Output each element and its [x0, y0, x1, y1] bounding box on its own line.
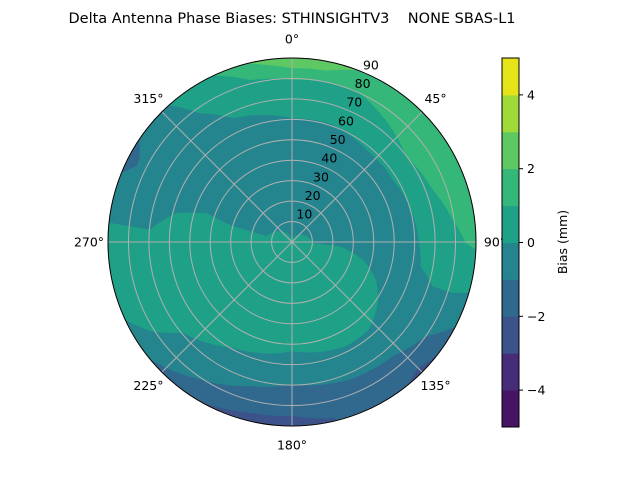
r-tick-label: 90	[363, 57, 379, 72]
r-tick-label: 80	[355, 76, 371, 91]
theta-tick-label: 45°	[424, 91, 446, 106]
polar-plot-area: 0° 45° 90° 135° 180° 225° 270° 315° 10 20 30 40 50 6…	[74, 32, 506, 453]
theta-tick-label: 225°	[133, 378, 163, 393]
colorbar-band	[502, 353, 519, 391]
r-tick-label: 70	[346, 95, 362, 110]
colorbar-tick-label: 4	[527, 87, 535, 102]
colorbar-band	[502, 131, 519, 170]
theta-tick-label: 180°	[277, 438, 307, 453]
theta-tick-label: 0°	[285, 32, 299, 47]
r-tick-label: 40	[321, 151, 337, 166]
theta-grid-line	[291, 111, 423, 243]
colorbar-band	[502, 168, 519, 207]
r-tick-labels: 10 20 30 40 50 60 70 80 90	[296, 57, 378, 221]
contour-region	[246, 58, 358, 71]
r-tick-label: 20	[305, 188, 321, 203]
r-tick-label: 10	[296, 207, 312, 222]
colorbar-label: Bias (mm)	[555, 210, 570, 274]
contour-regions	[109, 58, 476, 426]
colorbar-band	[502, 58, 519, 96]
theta-grid-line	[291, 241, 423, 373]
colorbar: −4 −2 0 2 4	[501, 57, 545, 428]
colorbar-tick-label: 0	[527, 235, 535, 250]
theta-tick-label: 90°	[484, 235, 506, 250]
theta-grid-line	[161, 111, 293, 243]
contour-region	[200, 401, 340, 426]
colorbar-band	[502, 242, 519, 280]
colorbar-band	[502, 390, 519, 428]
contour-region	[121, 139, 140, 174]
theta-grid-line	[161, 241, 293, 373]
colorbar-band	[502, 316, 519, 354]
colorbar-tick-label: 2	[527, 161, 535, 176]
theta-tick-label: 315°	[133, 91, 163, 106]
polar-outline	[107, 57, 477, 427]
colorbar-band	[502, 279, 519, 317]
r-tick-label: 50	[330, 132, 346, 147]
polar-grid	[107, 57, 477, 427]
contour-region	[407, 355, 437, 385]
contour-region	[109, 105, 469, 426]
r-tick-label: 30	[313, 169, 329, 184]
colorbar-tick-label: −2	[527, 309, 545, 324]
colorbar-band	[502, 94, 519, 133]
contour-region	[213, 58, 476, 250]
theta-tick-label: 270°	[74, 235, 104, 250]
contour-region	[150, 327, 456, 426]
colorbar-band	[502, 205, 519, 243]
theta-tick-labels: 0° 45° 90° 135° 180° 225° 270° 315°	[74, 32, 506, 453]
chart-title: Delta Antenna Phase Biases: STHINSIGHTV3…	[68, 11, 515, 27]
theta-tick-label: 135°	[420, 378, 450, 393]
colorbar-tick-label: −4	[527, 383, 545, 398]
r-tick-label: 60	[338, 113, 354, 128]
